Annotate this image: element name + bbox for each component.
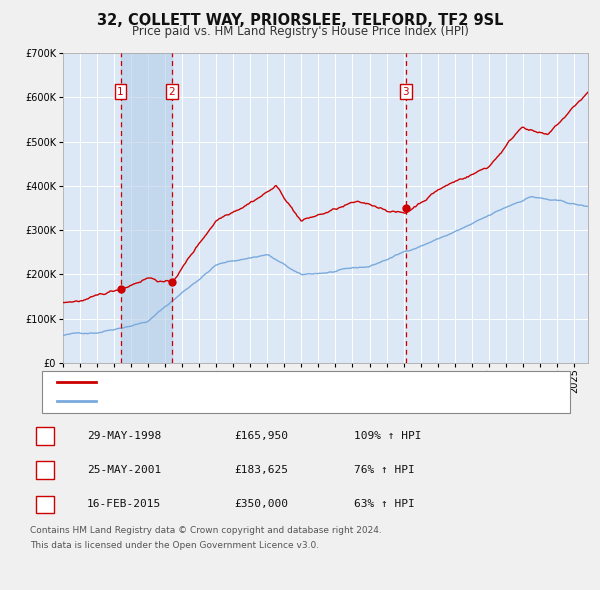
Text: 1: 1 [41, 431, 49, 441]
Text: HPI: Average price, detached house, Telford and Wrekin: HPI: Average price, detached house, Telf… [103, 396, 393, 406]
Text: 32, COLLETT WAY, PRIORSLEE, TELFORD, TF2 9SL: 32, COLLETT WAY, PRIORSLEE, TELFORD, TF2… [97, 13, 503, 28]
Text: 29-MAY-1998: 29-MAY-1998 [87, 431, 161, 441]
Text: 32, COLLETT WAY, PRIORSLEE, TELFORD, TF2 9SL (detached house): 32, COLLETT WAY, PRIORSLEE, TELFORD, TF2… [103, 378, 455, 388]
Text: 1: 1 [117, 87, 124, 97]
Text: 25-MAY-2001: 25-MAY-2001 [87, 466, 161, 475]
Text: 3: 3 [41, 500, 49, 509]
Text: 63% ↑ HPI: 63% ↑ HPI [354, 500, 415, 509]
Text: 3: 3 [403, 87, 409, 97]
Text: £165,950: £165,950 [234, 431, 288, 441]
Text: This data is licensed under the Open Government Licence v3.0.: This data is licensed under the Open Gov… [30, 541, 319, 550]
Text: Contains HM Land Registry data © Crown copyright and database right 2024.: Contains HM Land Registry data © Crown c… [30, 526, 382, 535]
Text: 109% ↑ HPI: 109% ↑ HPI [354, 431, 421, 441]
Text: £350,000: £350,000 [234, 500, 288, 509]
Text: £183,625: £183,625 [234, 466, 288, 475]
Text: 2: 2 [169, 87, 175, 97]
Text: 2: 2 [41, 466, 49, 475]
Text: 76% ↑ HPI: 76% ↑ HPI [354, 466, 415, 475]
Text: Price paid vs. HM Land Registry's House Price Index (HPI): Price paid vs. HM Land Registry's House … [131, 25, 469, 38]
Bar [121, 53, 172, 363]
Text: 16-FEB-2015: 16-FEB-2015 [87, 500, 161, 509]
